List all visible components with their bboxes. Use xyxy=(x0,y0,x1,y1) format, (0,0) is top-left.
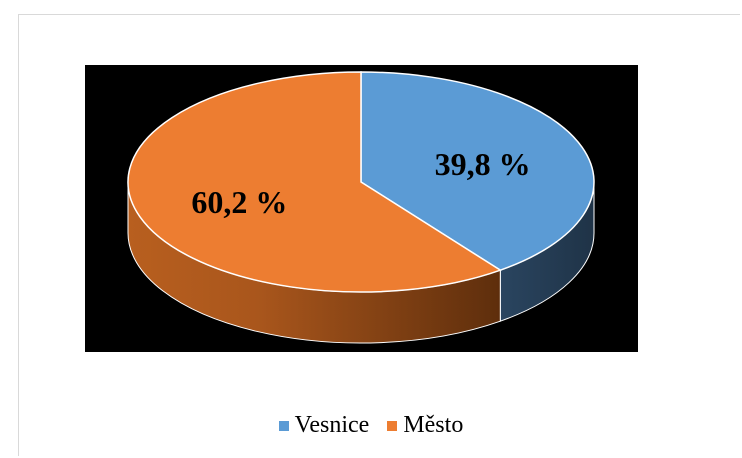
legend-swatch-mesto xyxy=(387,420,398,431)
legend: Vesnice Město xyxy=(0,412,742,439)
pie-slice-vesnice xyxy=(360,71,595,272)
plot-area: 39,8 % 60,2 % xyxy=(85,65,638,352)
legend-label-mesto: Město xyxy=(403,412,464,438)
legend-entry-vesnice: Vesnice xyxy=(278,412,370,439)
legend-label-vesnice: Vesnice xyxy=(294,412,370,438)
legend-swatch-vesnice xyxy=(278,420,289,431)
data-label-mesto: 60,2 % xyxy=(191,184,287,220)
data-labels: 39,8 % 60,2 % xyxy=(191,146,530,220)
data-label-vesnice: 39,8 % xyxy=(435,146,531,182)
pie-slice-mesto xyxy=(127,71,503,293)
legend-entry-mesto: Město xyxy=(387,412,463,439)
pie-chart: 39,8 % 60,2 % xyxy=(127,71,595,344)
chart-frame xyxy=(18,14,740,456)
pie-slices xyxy=(127,71,595,344)
